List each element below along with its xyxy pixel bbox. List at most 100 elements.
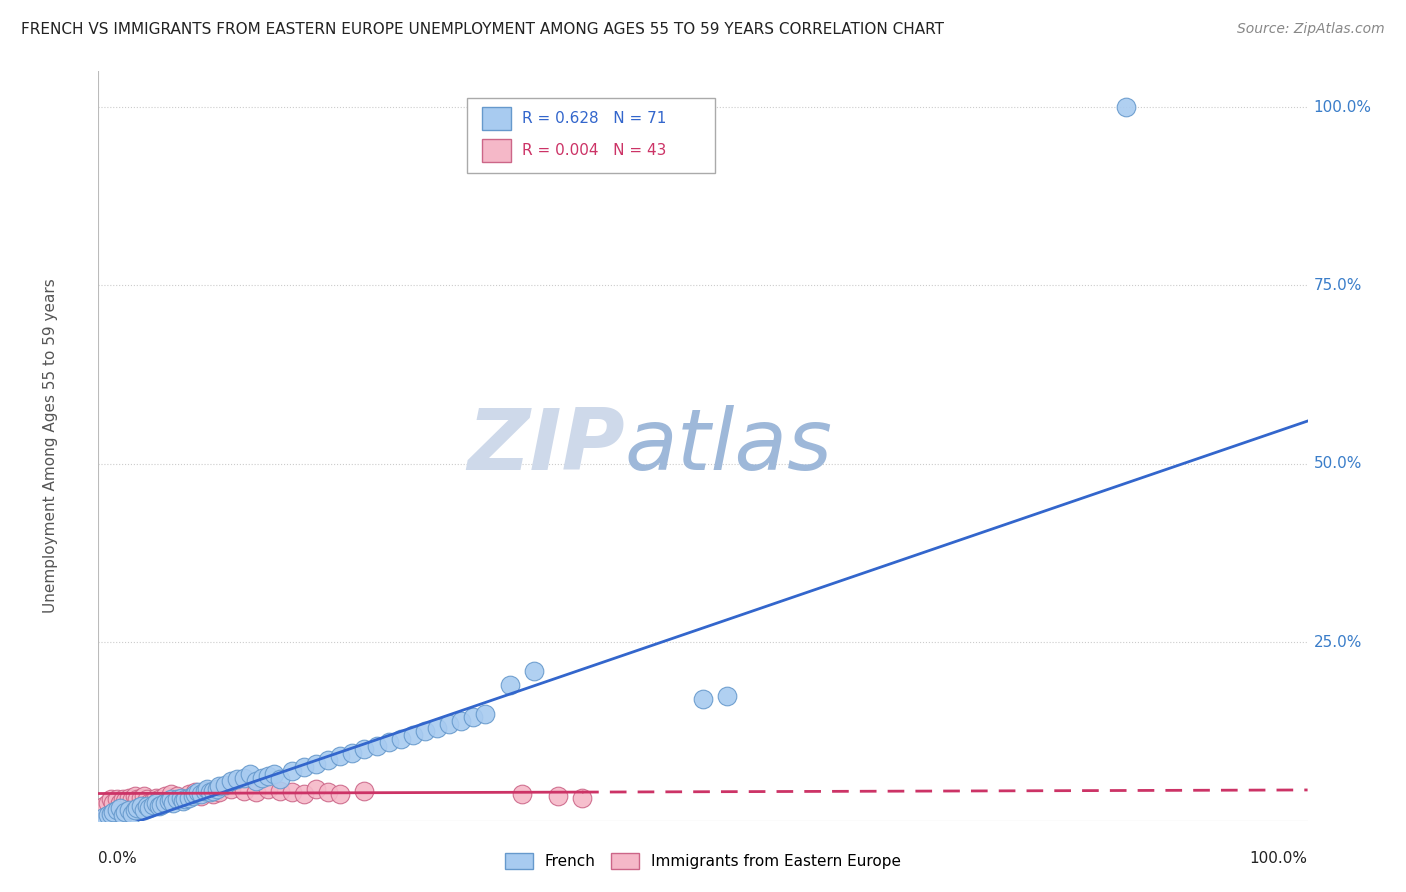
Text: R = 0.628   N = 71: R = 0.628 N = 71 (522, 112, 666, 126)
Point (179, 790, 201, 805)
FancyBboxPatch shape (467, 97, 716, 172)
Point (181, 789, 204, 803)
Point (426, 721, 449, 735)
Point (150, 797, 173, 812)
Point (111, 792, 134, 806)
Text: R = 0.004   N = 43: R = 0.004 N = 43 (522, 143, 666, 158)
Point (142, 797, 165, 812)
Point (547, 789, 569, 803)
Point (100, 806, 122, 821)
Text: Unemployment Among Ages 55 to 59 years: Unemployment Among Ages 55 to 59 years (42, 278, 58, 614)
Point (162, 796, 184, 810)
Point (153, 789, 176, 803)
Point (498, 678, 520, 692)
Point (111, 808, 134, 822)
Point (523, 664, 546, 678)
Point (208, 785, 231, 799)
Point (205, 781, 228, 796)
Point (129, 790, 152, 805)
Point (194, 783, 217, 797)
Point (179, 787, 201, 801)
Point (145, 790, 167, 805)
Point (292, 787, 315, 801)
Text: 0.0%: 0.0% (98, 851, 138, 865)
Point (166, 792, 188, 806)
Point (105, 803, 128, 817)
Text: FRENCH VS IMMIGRANTS FROM EASTERN EUROPE UNEMPLOYMENT AMONG AGES 55 TO 59 YEARS : FRENCH VS IMMIGRANTS FROM EASTERN EUROPE… (21, 22, 943, 37)
Point (93, 799, 115, 814)
Point (127, 801, 149, 815)
Point (245, 774, 267, 789)
Point (101, 796, 124, 810)
Point (329, 749, 352, 764)
Text: 100.0%: 100.0% (1313, 100, 1372, 114)
Point (153, 796, 176, 810)
Point (114, 805, 136, 819)
Point (198, 785, 221, 799)
Point (97, 796, 120, 810)
Point (281, 764, 304, 778)
Point (145, 796, 167, 810)
Point (292, 760, 315, 774)
Point (716, 689, 738, 703)
Point (250, 771, 273, 785)
Point (108, 801, 131, 815)
Point (245, 785, 267, 799)
Point (135, 799, 157, 814)
Point (510, 787, 533, 801)
Point (124, 803, 146, 817)
Text: Source: ZipAtlas.com: Source: ZipAtlas.com (1237, 22, 1385, 37)
Point (269, 783, 291, 797)
Point (474, 706, 496, 721)
Point (437, 717, 460, 731)
Point (190, 787, 212, 801)
Point (389, 731, 412, 746)
Point (129, 799, 152, 814)
Point (190, 789, 212, 803)
Point (366, 739, 388, 753)
Point (135, 792, 157, 806)
Point (329, 787, 352, 801)
Point (101, 805, 124, 819)
Point (172, 794, 194, 808)
Point (226, 772, 249, 787)
Point (413, 724, 436, 739)
Text: 100.0%: 100.0% (1250, 851, 1308, 865)
Point (138, 801, 160, 815)
Point (221, 774, 243, 789)
Point (1115, 100, 1137, 114)
Text: 25.0%: 25.0% (1313, 635, 1362, 649)
Point (305, 781, 328, 796)
Text: 50.0%: 50.0% (1313, 457, 1362, 471)
Point (342, 746, 364, 760)
Point (138, 796, 160, 810)
Point (148, 792, 170, 806)
FancyBboxPatch shape (482, 107, 510, 130)
Point (118, 803, 141, 817)
Point (172, 790, 194, 805)
Point (118, 790, 141, 805)
Point (160, 792, 183, 806)
Point (127, 792, 149, 806)
Point (105, 792, 128, 806)
Point (202, 783, 225, 797)
Point (160, 787, 183, 801)
Point (184, 785, 207, 799)
Point (169, 790, 191, 805)
Point (174, 792, 197, 806)
Point (97, 808, 120, 822)
Point (202, 787, 225, 801)
Point (450, 714, 472, 728)
Point (134, 803, 156, 817)
Point (121, 792, 143, 806)
Point (108, 796, 131, 810)
Point (121, 806, 143, 821)
Point (148, 799, 170, 814)
Point (100, 792, 122, 806)
Point (353, 742, 375, 756)
Point (353, 783, 375, 797)
Point (166, 789, 188, 803)
Legend: French, Immigrants from Eastern Europe: French, Immigrants from Eastern Europe (505, 854, 901, 869)
Point (232, 771, 254, 785)
Text: ZIP: ZIP (467, 404, 624, 488)
